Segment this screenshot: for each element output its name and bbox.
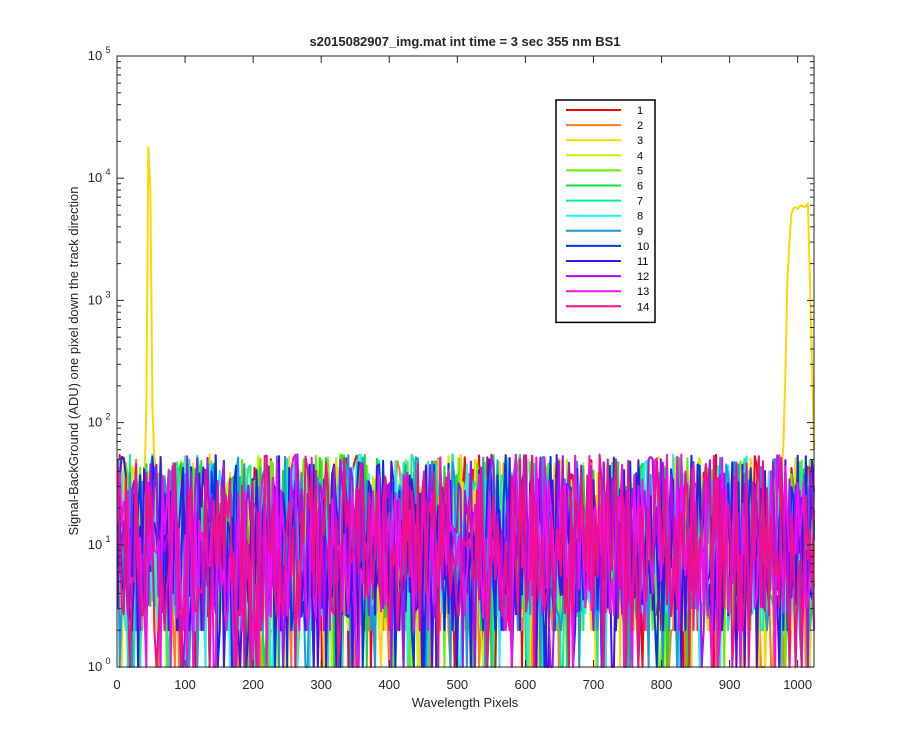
x-tick-label: 0 bbox=[113, 677, 120, 692]
series-layer bbox=[116, 146, 815, 668]
legend-label-9: 9 bbox=[637, 226, 643, 238]
y-tick-exponent: 2 bbox=[105, 412, 110, 422]
y-tick-label: 10 bbox=[88, 48, 102, 63]
legend-label-7: 7 bbox=[637, 196, 643, 208]
series-line-14 bbox=[116, 453, 815, 668]
y-tick-exponent: 0 bbox=[105, 656, 110, 666]
legend-label-14: 14 bbox=[637, 301, 649, 313]
x-tick-label: 100 bbox=[174, 677, 196, 692]
legend-label-2: 2 bbox=[637, 120, 643, 132]
legend-label-12: 12 bbox=[637, 271, 649, 283]
legend-label-4: 4 bbox=[637, 150, 643, 162]
x-tick-label: 900 bbox=[719, 677, 741, 692]
legend-label-6: 6 bbox=[637, 181, 643, 193]
x-tick-label: 300 bbox=[310, 677, 332, 692]
y-tick-exponent: 5 bbox=[105, 45, 110, 55]
y-tick-exponent: 4 bbox=[105, 167, 110, 177]
x-tick-label: 600 bbox=[515, 677, 537, 692]
y-tick-exponent: 1 bbox=[105, 534, 110, 544]
series-line-13 bbox=[116, 453, 815, 668]
y-axis-label: Signal-BackGround (ADU) one pixel down t… bbox=[66, 186, 81, 535]
legend-label-1: 1 bbox=[637, 105, 643, 117]
x-tick-label: 400 bbox=[378, 677, 400, 692]
y-tick-label: 10 bbox=[88, 292, 102, 307]
plot-frame bbox=[116, 55, 815, 668]
y-tick-label: 10 bbox=[88, 537, 102, 552]
x-tick-label: 1000 bbox=[783, 677, 812, 692]
y-tick-label: 10 bbox=[88, 170, 102, 185]
legend-box bbox=[555, 99, 656, 324]
x-axis-label: Wavelength Pixels bbox=[412, 695, 519, 710]
legend-label-5: 5 bbox=[637, 165, 643, 177]
legend-label-13: 13 bbox=[637, 286, 649, 298]
legend-label-3: 3 bbox=[637, 135, 643, 147]
chart-title: s2015082907_img.mat int time = 3 sec 355… bbox=[309, 34, 620, 49]
y-tick-label: 10 bbox=[88, 659, 102, 674]
y-tick-label: 10 bbox=[88, 415, 102, 430]
x-tick-label: 500 bbox=[446, 677, 468, 692]
legend-label-11: 11 bbox=[637, 256, 648, 268]
x-tick-label: 700 bbox=[583, 677, 605, 692]
legend-label-8: 8 bbox=[637, 211, 643, 223]
x-tick-label: 200 bbox=[242, 677, 264, 692]
x-tick-label: 800 bbox=[651, 677, 673, 692]
legend-label-10: 10 bbox=[637, 241, 649, 253]
y-tick-exponent: 3 bbox=[105, 289, 110, 299]
